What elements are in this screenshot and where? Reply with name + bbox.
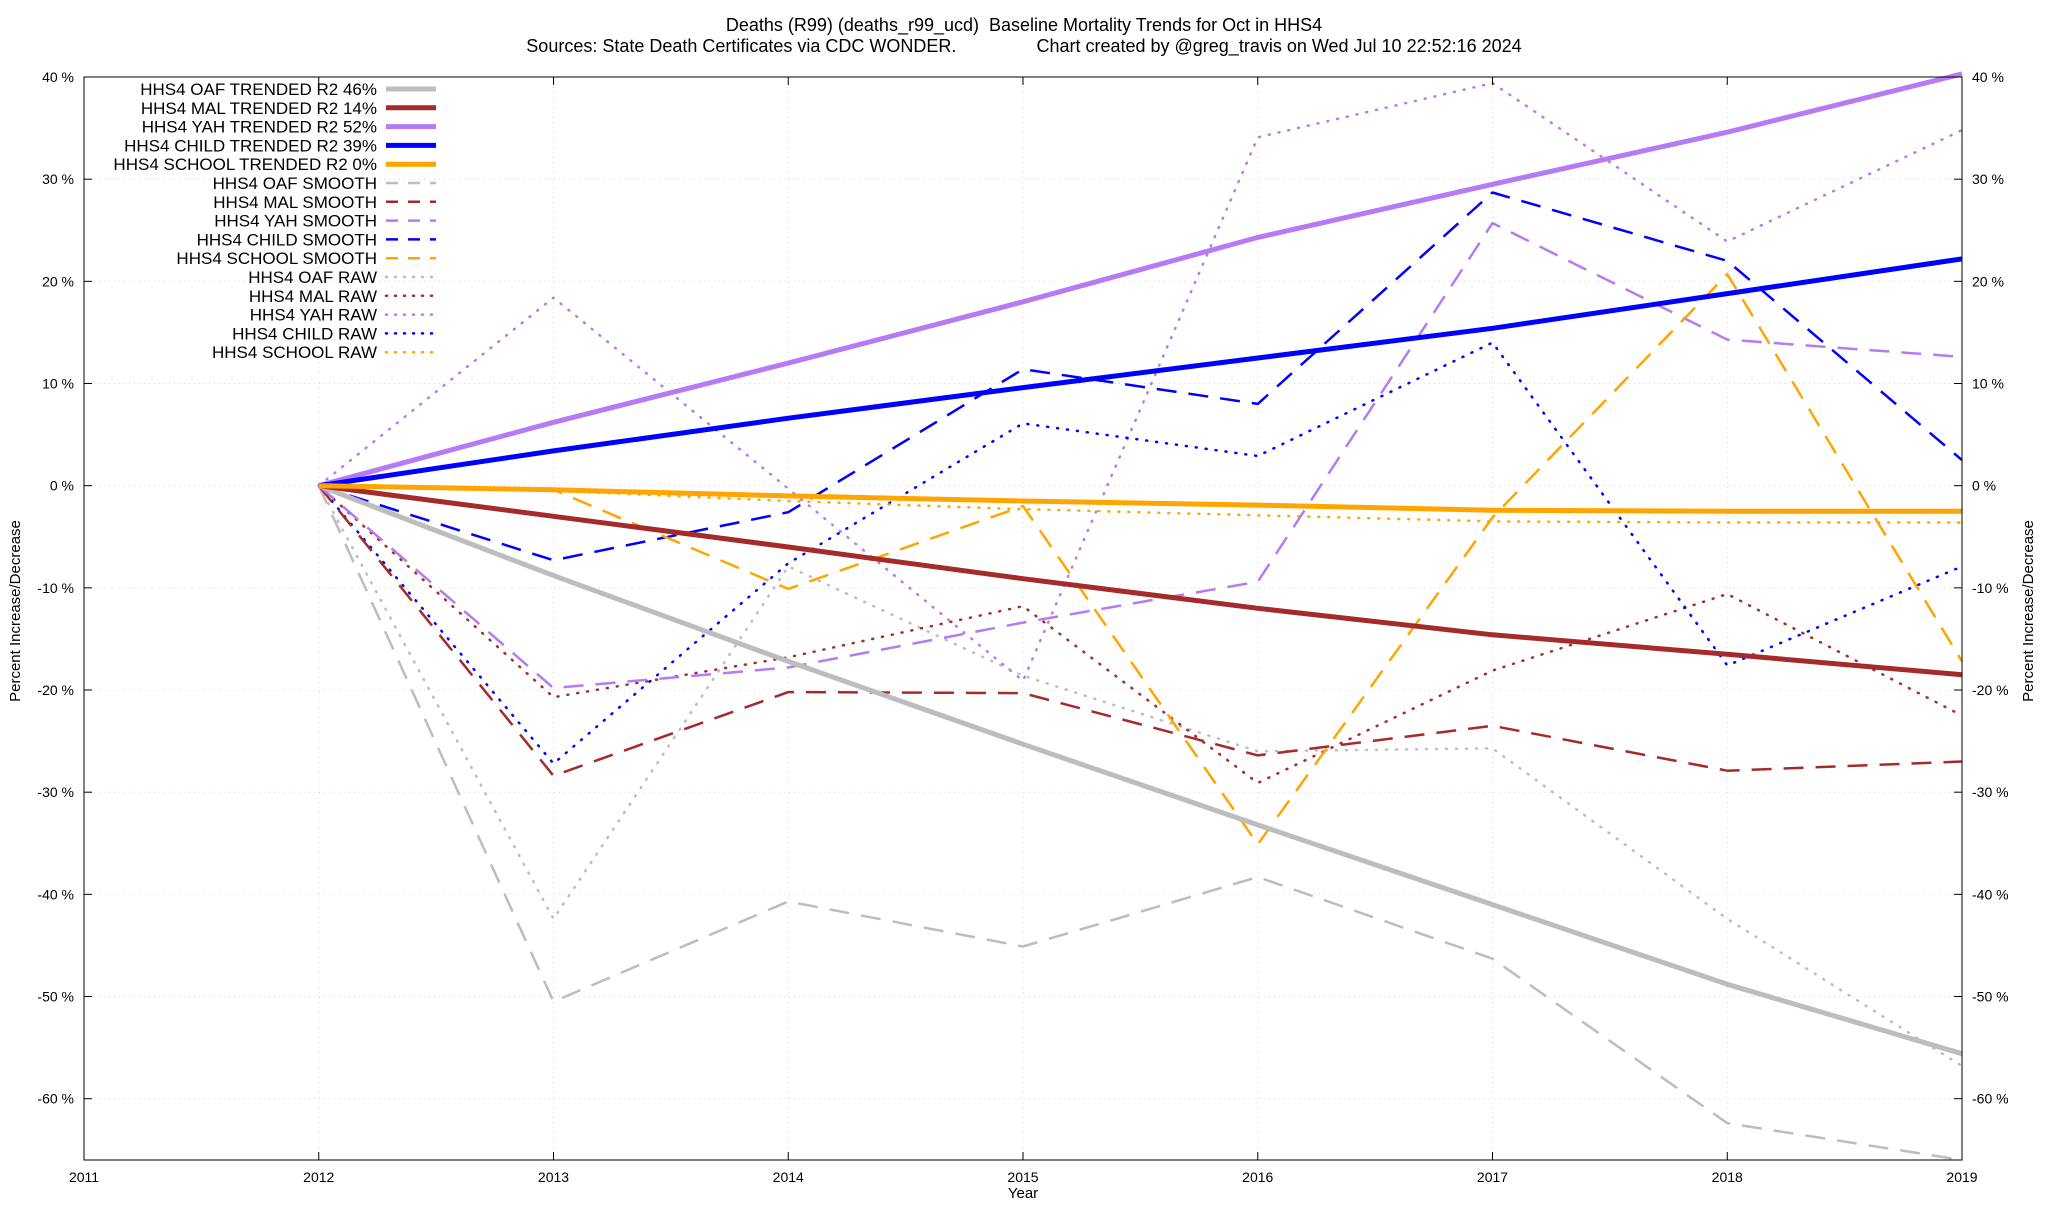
x-tick-label: 2017 [1477,1169,1508,1185]
y-tick-label: 10 % [42,376,74,392]
x-tick-label: 2011 [69,1169,99,1185]
series-line-raw [317,484,1964,785]
series-line-raw [317,81,1964,683]
y-tick-label: 40 % [42,69,74,85]
series-line-smooth [317,484,1963,778]
y-tick-label: 20 % [42,273,74,289]
x-tick-label: 2013 [538,1169,569,1185]
x-tick-label: 2019 [1946,1169,1977,1185]
y-tick-label: 30 % [42,171,74,187]
x-tick-label: 2015 [1007,1169,1038,1185]
legend-label: HHS4 CHILD SMOOTH [197,230,377,249]
y-tick-label: -50 % [37,989,74,1005]
series-line-smooth [318,191,1963,562]
y2-axis-label: Percent Increase/Decrease [2020,520,2037,702]
y-tick-label: -40 % [37,886,74,902]
y2-tick-label: -10 % [1972,580,2009,596]
series-line-smooth [317,485,1963,1162]
y-tick-label: 0 % [50,478,74,494]
legend-label: HHS4 OAF TRENDED R2 46% [140,80,377,99]
legend-label: HHS4 SCHOOL TRENDED R2 0% [113,155,377,174]
series-line-raw [317,341,1964,765]
legend-label: HHS4 SCHOOL SMOOTH [176,249,377,268]
series-line-trend [318,71,1963,489]
y2-tick-label: -60 % [1972,1091,2009,1107]
legend-label: HHS4 YAH TRENDED R2 52% [142,118,377,137]
x-axis-label: Year [1008,1185,1038,1200]
y-tick-label: -60 % [37,1091,74,1107]
x-tick-label: 2016 [1242,1169,1273,1185]
y2-tick-label: -40 % [1972,886,2009,902]
y2-tick-label: -20 % [1972,682,2009,698]
series-line-smooth [318,272,1964,846]
series-line-raw [317,484,1964,524]
legend-label: HHS4 SCHOOL RAW [212,343,377,362]
chart-title-line1: Deaths (R99) (deaths_r99_ucd) Baseline M… [726,15,1322,36]
legend-label: HHS4 CHILD TRENDED R2 39% [124,136,377,155]
y-tick-label: -20 % [37,682,74,698]
y2-tick-label: -30 % [1972,784,2009,800]
legend-label: HHS4 OAF RAW [248,268,377,287]
x-tick-label: 2014 [773,1169,804,1185]
legend-label: HHS4 CHILD RAW [232,324,377,343]
chart-title-line2: Sources: State Death Certificates via CD… [526,36,1521,57]
y-tick-label: -10 % [37,580,74,596]
series-line-trend [317,483,1963,1057]
series-line-trend [318,483,1963,678]
axis-ticks: 2011 2012 2013 2014 2015 2016 2017 2018 2019 40 %… [37,69,2008,1185]
x-tick-label: 2012 [303,1169,334,1185]
series-line-smooth [317,221,1963,690]
y2-tick-label: 40 % [1972,69,2004,85]
series-line-trend [318,483,1962,514]
y2-tick-label: -50 % [1972,989,2009,1005]
y-axis-label: Percent Increase/Decrease [7,520,24,702]
legend-label: HHS4 YAH SMOOTH [214,212,377,231]
legend-label: HHS4 MAL RAW [249,287,377,306]
legend-label: HHS4 YAH RAW [250,306,377,325]
legend: HHS4 OAF TRENDED R2 46%HHS4 MAL TRENDED … [113,80,438,362]
y2-tick-label: 10 % [1972,376,2004,392]
series-lines [317,71,1964,1162]
legend-label: HHS4 MAL SMOOTH [213,193,377,212]
legend-label: HHS4 MAL TRENDED R2 14% [141,99,377,118]
y2-tick-label: 20 % [1972,273,2004,289]
y-tick-label: -30 % [37,784,74,800]
series-line-trend [318,256,1963,489]
x-tick-label: 2018 [1712,1169,1743,1185]
y2-tick-label: 30 % [1972,171,2004,187]
legend-label: HHS4 OAF SMOOTH [213,174,377,193]
y2-tick-label: 0 % [1972,478,1996,494]
